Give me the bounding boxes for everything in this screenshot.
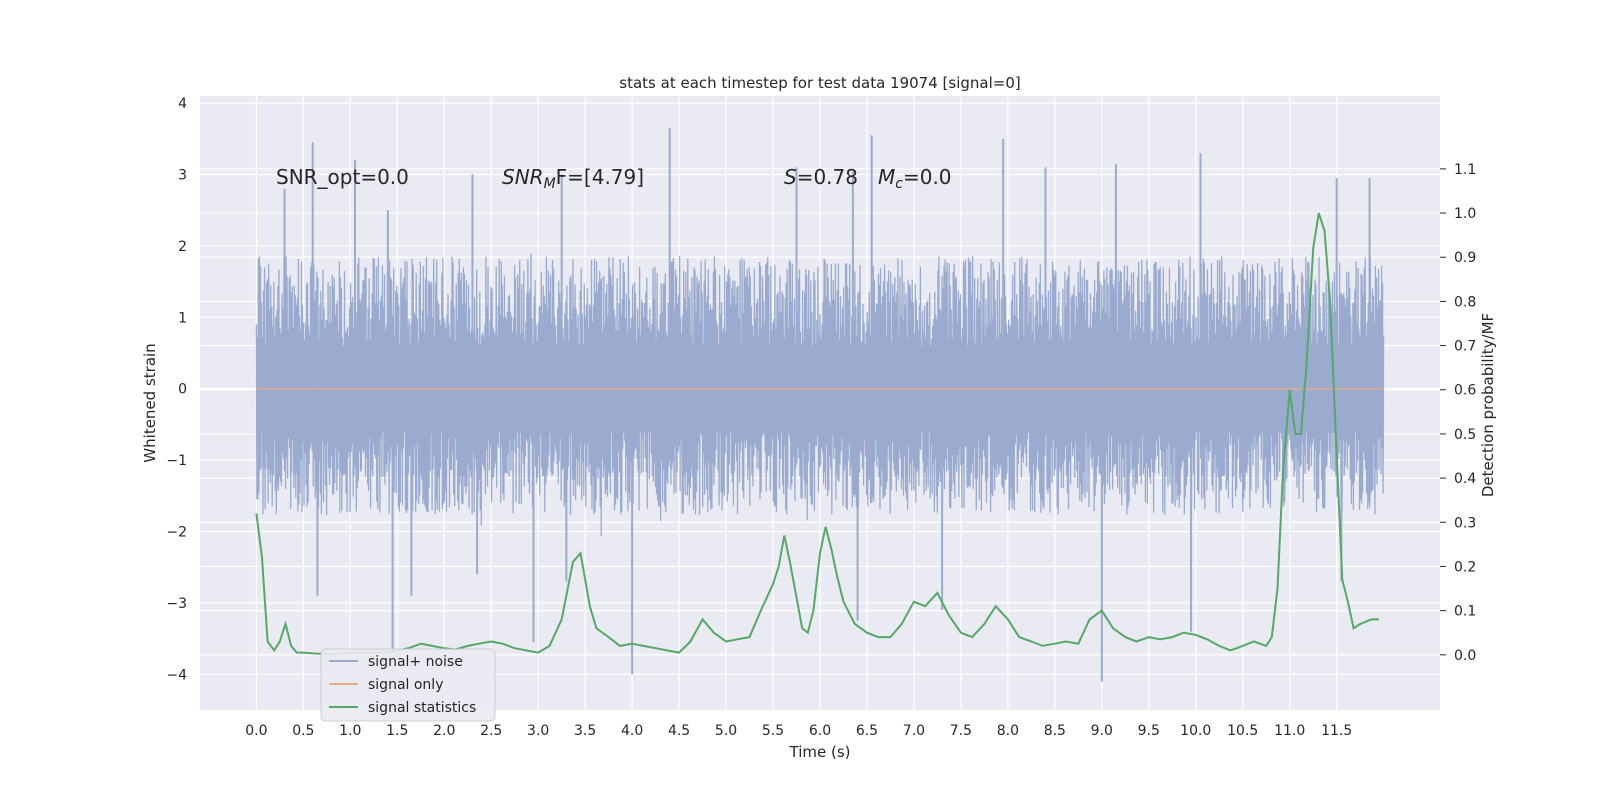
x-tick-label: 2.0: [433, 723, 455, 739]
y-axis-right-ticks: 1.1 1.0 0.9 0.8 0.7 0.6 0.5 0.4 0.3 0.2 0.1 0.0: [1440, 162, 1476, 664]
legend: signal+ noise signal only signal statist…: [320, 648, 496, 722]
annotation-s: S=0.78: [784, 165, 858, 189]
x-tick-label: 10.0: [1180, 723, 1211, 739]
y-left-tick-label: −1: [166, 453, 187, 469]
x-tick-label: 3.5: [574, 723, 596, 739]
x-axis-label: Time (s): [789, 743, 851, 761]
x-tick-label: 1.5: [386, 723, 408, 739]
x-tick-label: 11.0: [1274, 723, 1305, 739]
y-left-tick-label: 4: [178, 96, 187, 112]
series-signal-noise: [255, 128, 1385, 682]
y-left-tick-label: −4: [166, 667, 187, 683]
annotation-snr-opt: SNR_opt=0.0: [276, 165, 409, 189]
y-right-tick-label: 0.1: [1454, 604, 1476, 620]
x-tick-label: 0.0: [245, 723, 267, 739]
y-left-tick-label: 0: [178, 382, 187, 398]
x-tick-label: 4.0: [621, 723, 643, 739]
x-tick-label: 11.5: [1321, 723, 1352, 739]
x-tick-label: 1.0: [339, 723, 361, 739]
y-left-tick-label: −3: [166, 596, 187, 612]
x-tick-label: 4.5: [668, 723, 690, 739]
x-tick-label: 10.5: [1227, 723, 1258, 739]
y-right-tick-label: 1.1: [1454, 162, 1476, 178]
y-right-tick-label: 0.5: [1454, 427, 1476, 443]
x-tick-label: 5.5: [762, 723, 784, 739]
x-tick-label: 7.0: [903, 723, 925, 739]
y-right-tick-label: 0.7: [1454, 339, 1476, 355]
x-tick-label: 7.5: [950, 723, 972, 739]
legend-label-signal-noise: signal+ noise: [368, 654, 463, 670]
y-right-tick-label: 0.6: [1454, 383, 1476, 399]
annotation-mc: Mc=0.0: [878, 165, 952, 192]
y-right-tick-label: 1.0: [1454, 206, 1476, 222]
x-tick-label: 6.5: [856, 723, 878, 739]
x-tick-label: 5.0: [715, 723, 737, 739]
y-axis-left-label: Whitened strain: [141, 343, 159, 462]
x-tick-label: 6.0: [809, 723, 831, 739]
series-signal-statistics: [255, 212, 1379, 655]
x-tick-label: 8.5: [1044, 723, 1066, 739]
y-right-tick-label: 0.2: [1454, 559, 1476, 575]
signal-noise-trace: [255, 253, 1385, 537]
x-tick-label: 0.5: [292, 723, 314, 739]
y-right-tick-label: 0.3: [1454, 515, 1476, 531]
y-axis-right-label: Detection probability/MF: [1479, 313, 1497, 497]
y-left-tick-label: −2: [166, 525, 187, 541]
x-tick-label: 3.0: [527, 723, 549, 739]
y-right-tick-label: 0.4: [1454, 471, 1476, 487]
x-tick-label: 8.0: [997, 723, 1019, 739]
legend-label-signal-only: signal only: [368, 677, 443, 693]
annotation-snr-mf: SNRMF=[4.79]: [502, 165, 644, 192]
legend-label-signal-statistics: signal statistics: [368, 700, 476, 716]
y-axis-left-ticks: 4 3 2 1 0 −1 −2 −3 −4: [166, 96, 187, 683]
y-right-tick-label: 0.8: [1454, 294, 1476, 310]
legend-box: [320, 648, 496, 722]
x-tick-label: 9.0: [1091, 723, 1113, 739]
x-tick-label: 2.5: [480, 723, 502, 739]
chart-title: stats at each timestep for test data 190…: [619, 74, 1020, 92]
y-right-tick-label: 0.0: [1454, 648, 1476, 664]
x-axis-ticks: 0.0 0.5 1.0 1.5 2.0 2.5 3.0 3.5 4.0 4.5 5.0 5.5 6.0 6…: [245, 723, 1352, 739]
y-right-tick-label: 0.9: [1454, 250, 1476, 266]
y-left-tick-label: 1: [178, 310, 187, 326]
y-left-tick-label: 3: [178, 168, 187, 184]
x-tick-label: 9.5: [1138, 723, 1160, 739]
y-left-tick-label: 2: [178, 239, 187, 255]
